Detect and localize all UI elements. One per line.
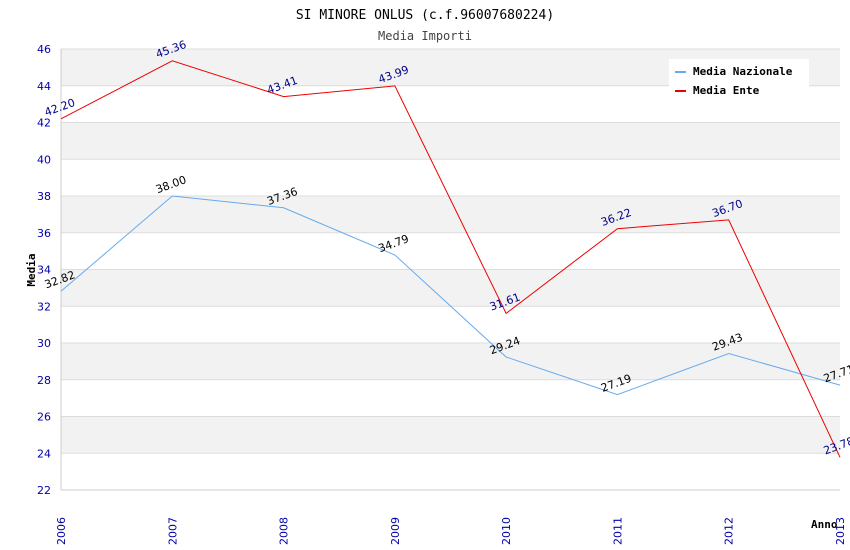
legend: Media Nazionale Media Ente [669,59,809,101]
y-tick-label: 22 [37,484,51,497]
y-tick-label: 28 [37,374,51,387]
y-tick-label: 32 [37,300,51,313]
y-tick-label: 26 [37,411,51,424]
x-tick-label: 2007 [166,517,179,545]
y-tick-label: 42 [37,117,51,130]
grid-band [61,343,840,380]
x-tick-label: 2006 [55,517,68,545]
x-tick-label: 2010 [500,517,513,545]
y-tick-label: 36 [37,227,51,240]
chart-title: SI MINORE ONLUS (c.f.96007680224) [296,8,554,23]
x-tick-label: 2009 [389,517,402,545]
y-tick-labels: 22 24 26 28 30 32 34 36 38 40 42 44 46 [37,43,51,497]
grid-band [61,122,840,160]
chart-subtitle: Media Importi [378,29,472,43]
y-tick-label: 38 [37,190,51,203]
series-lines [60,60,841,458]
series-line-media-nazionale [60,195,841,396]
y-tick-label: 30 [37,337,51,350]
y-tick-label: 24 [37,447,51,460]
x-tick-label: 2012 [723,517,736,545]
x-tick-label: 2013 [834,517,847,545]
y-tick-label: 40 [37,153,51,166]
legend-label-media-ente: Media Ente [693,84,760,97]
x-tick-labels: 2006 2007 2008 2009 2010 2011 2012 2013 [55,517,847,545]
grid-band [61,416,840,454]
grid-lines [61,48,840,491]
grid-band [61,196,840,233]
y-axis-label: Media [25,253,38,286]
axes [60,49,840,491]
x-axis-label: Anno [811,518,838,531]
data-label: 38.00 [154,173,188,196]
data-label: 34.79 [377,232,411,255]
legend-label-media-nazionale: Media Nazionale [693,65,793,78]
x-tick-label: 2008 [278,517,291,545]
y-tick-label: 44 [37,80,51,93]
series-line-media-ente [60,60,841,458]
legend-box [669,59,809,101]
x-tick-label: 2011 [611,517,624,545]
background-bands [61,49,840,454]
data-label: 42.20 [43,96,77,119]
grid-band [61,269,840,307]
y-tick-label: 34 [37,264,51,277]
y-tick-label: 46 [37,43,51,56]
